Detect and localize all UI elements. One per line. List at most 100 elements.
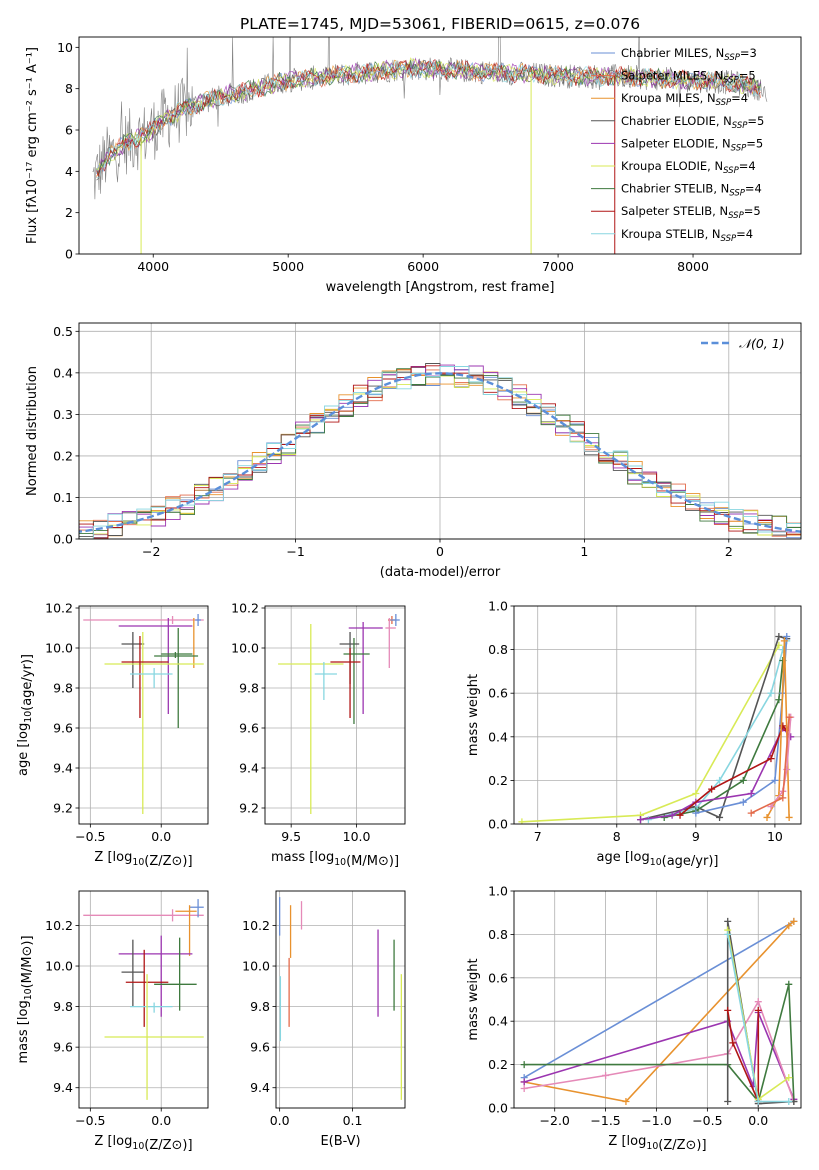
- label-subscript: 10: [132, 857, 144, 868]
- grid-lines: [276, 891, 405, 1108]
- weight-marker-kroupa_miles: [790, 917, 798, 925]
- label-text: Z [: [94, 1134, 112, 1149]
- x-tick-label: 0: [436, 544, 444, 559]
- weight-marker-chabrier_elodie: [716, 813, 724, 821]
- x-tick-label: −0.5: [75, 1113, 105, 1128]
- weight-marker-pink: [520, 1084, 528, 1092]
- legend-text: Kroupa MILES, N: [621, 91, 716, 105]
- label-text: mass weight: [466, 674, 481, 756]
- weight-marker-salpeter_miles: [747, 809, 755, 817]
- weight-marker-salpeter_elodie: [787, 733, 795, 741]
- y-tick-label: 0: [65, 247, 73, 262]
- weight-marker-kroupa_miles: [780, 637, 788, 645]
- y-tick-label: 1.0: [488, 884, 508, 899]
- label-text: log: [630, 850, 650, 865]
- y-tick-label: 9.8: [239, 681, 259, 696]
- weight-marker-chabrier_elodie: [724, 917, 732, 925]
- model-spectrum-salpeter_miles: [96, 59, 761, 179]
- label-text: mass [: [16, 1020, 31, 1063]
- y-tick-label: 9.4: [239, 761, 259, 776]
- legend-text: =5: [744, 204, 761, 218]
- weight-marker-salpeter_elodie: [520, 1078, 528, 1086]
- label-text: (Z/Z⊙)]: [144, 1138, 192, 1153]
- label-text: log: [314, 850, 334, 865]
- label-text: log: [16, 1000, 31, 1020]
- y-tick-label: 10.0: [242, 959, 270, 974]
- model-spectrum-kroupa_elodie: [96, 57, 761, 171]
- x-tick-label: −1: [286, 544, 304, 559]
- axes-frame: [264, 605, 406, 825]
- weight-marker-kroupa_miles: [785, 813, 793, 821]
- label-text: (M/M⊙)]: [20, 935, 35, 988]
- y-tick-label: 9.6: [53, 721, 73, 736]
- extinction-mass-panel: 0.0 0.1 9.4 9.6 9.8 10.0 10.2 E(B-V): [242, 890, 406, 1149]
- weight-marker-pink: [754, 998, 762, 1006]
- weight-marker-salpeter_stelib: [779, 722, 787, 730]
- weight-marker-salpeter_elodie: [637, 816, 645, 824]
- y-tick-label: 9.4: [250, 1080, 270, 1095]
- y-axis-label: mass weight: [466, 674, 481, 756]
- weight-marker-kroupa_stelib: [716, 776, 724, 784]
- x-axis-label: (data-model)/error: [380, 565, 501, 580]
- weight-marker-chabrier_elodie: [724, 1097, 732, 1105]
- label-text: log: [113, 1134, 133, 1149]
- legend-text: Salpeter ELODIE, N: [621, 136, 731, 150]
- x-tick-label: 2: [725, 544, 733, 559]
- legend-subscript: SSP: [721, 234, 737, 244]
- weight-marker-kroupa_stelib: [785, 1097, 793, 1105]
- y-tick-label: 0.0: [488, 817, 508, 832]
- x-tick-label: −1.0: [641, 1113, 671, 1128]
- label-subscript: 10: [334, 857, 346, 868]
- x-axis-label: age [log10(age/yr)]: [597, 850, 719, 869]
- weight-marker-kroupa_stelib: [724, 930, 732, 938]
- y-tick-label: 0.6: [488, 686, 508, 701]
- plot-area: [83, 899, 204, 1100]
- weight-marker-chabrier_stelib: [785, 980, 793, 988]
- y-tick-label: 10.0: [45, 959, 73, 974]
- weight-marker-chabrier_elodie: [775, 633, 783, 641]
- y-tick-label: 2: [65, 205, 73, 220]
- x-axis-label: Z [log10(Z/Z⊙)]: [94, 1134, 192, 1153]
- weight-marker-chabrier_stelib: [775, 696, 783, 704]
- weight-line-chabrier_miles: [523, 920, 795, 1079]
- label-subscript: 10: [650, 857, 662, 868]
- y-tick-label: 0.8: [488, 642, 508, 657]
- axes-frame: [78, 36, 802, 255]
- mass-age-panel: 9.5 10.0 9.2 9.4 9.6 9.8 10.0 10.2 mass [log10(M…: [231, 601, 406, 869]
- x-tick-label: 9: [692, 829, 700, 844]
- axes-frame: [513, 605, 802, 825]
- plot-area: [92, 37, 768, 254]
- legend-subscript: SSP: [724, 53, 740, 63]
- legend-text: Kroupa STELIB, N: [621, 227, 721, 241]
- weight-line-salpeter_stelib: [726, 1010, 760, 1102]
- label-text: Flux [fλ10⁻¹⁷ erg cm⁻² s⁻¹ A⁻¹]: [25, 47, 40, 244]
- plot-area: [278, 897, 403, 1100]
- weight-marker-salpeter_stelib: [729, 1039, 737, 1047]
- weight-marker-chabrier_miles: [783, 633, 791, 641]
- legend-text: Salpeter MILES, N: [621, 69, 723, 83]
- legend-text: Kroupa ELODIE, N: [621, 159, 723, 173]
- weight-marker-kroupa_miles: [785, 922, 793, 930]
- label-subscript: 10: [23, 711, 34, 723]
- weight-marker-salpeter_miles: [785, 713, 793, 721]
- x-tick-label: 1: [580, 544, 588, 559]
- weight-marker-chabrier_miles: [771, 776, 779, 784]
- y-tick-label: 0.1: [53, 490, 73, 505]
- y-tick-label: 0.5: [53, 324, 73, 339]
- label-text: age [: [597, 850, 630, 865]
- gaussian-reference-curve: [79, 372, 801, 533]
- x-axis-label: E(B-V): [320, 1134, 360, 1149]
- y-tick-label: 10.2: [45, 918, 73, 933]
- x-axis-label: wavelength [Angstrom, rest frame]: [326, 280, 555, 295]
- y-tick-label: 1.0: [488, 599, 508, 614]
- legend-text: =5: [747, 114, 764, 128]
- plot-area: [518, 633, 795, 824]
- legend-subscript: SSP: [729, 189, 745, 199]
- x-axis-label: Z [log10(Z/Z⊙)]: [94, 850, 192, 869]
- y-tick-label: 10: [57, 40, 73, 55]
- legend-text: =4: [731, 91, 748, 105]
- weight-marker-kroupa_stelib: [754, 1097, 762, 1105]
- legend-text: Chabrier ELODIE, N: [621, 114, 732, 128]
- legend-entry: Chabrier STELIB, NSSP=4: [621, 182, 762, 199]
